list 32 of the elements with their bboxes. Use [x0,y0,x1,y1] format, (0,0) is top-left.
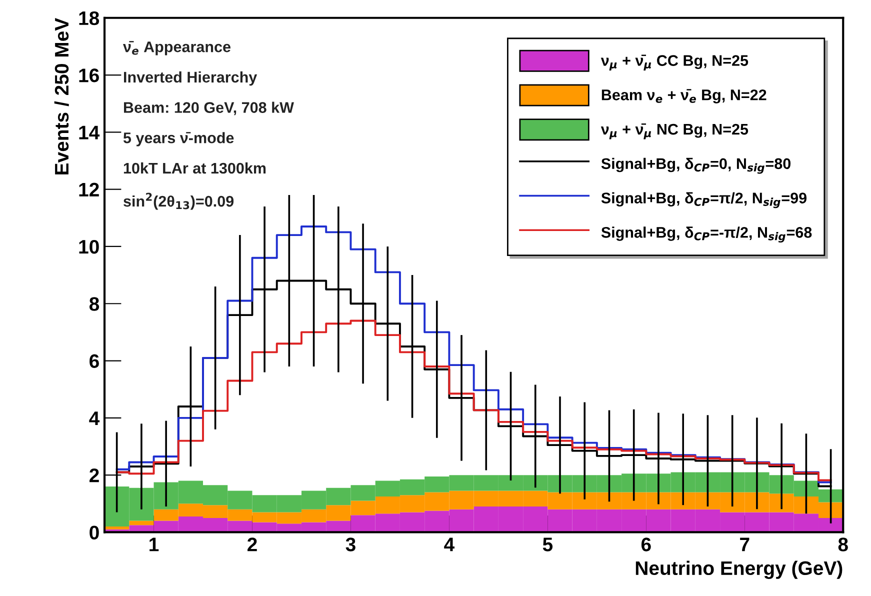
y-tick-label: 10 [79,240,99,254]
legend-label: ν$_{μ}$ + ν̄$_{μ}$ NC Bg, N=25 [600,123,748,140]
y-tick-label: 14 [79,126,100,140]
x-tick-label: 3 [346,538,356,552]
x-tick-label: 2 [248,538,257,552]
y-tick-label: 0 [90,526,99,540]
legend-label: Beam ν$_{e}$ + ν̄$_{e}$ Bg, N=22 [602,89,766,104]
annotation: 5 years ν̄-mode [123,132,234,146]
annotation: Beam: 120 GeV, 708 kW [124,102,294,116]
y-tick-label: 12 [79,182,99,196]
annotation: Inverted Hierarchy [124,71,258,86]
legend-label: Signal+Bg, δ$_{CP}$=-π/2, N$_{sig}$=68 [601,226,812,242]
x-tick-label: 5 [542,538,553,552]
annotation: sin$^{2}$(2θ$_{13}$)=0.09 [124,192,234,210]
y-tick-label: 16 [79,68,99,82]
legend-label: ν$_{μ}$ + ν̄$_{μ}$ CC Bg, N=25 [600,54,748,71]
y-tick-label: 6 [90,354,99,368]
x-tick-label: 6 [641,538,651,552]
annotation: 10kT LAr at 1300km [124,162,266,174]
x-tick-label: 4 [444,538,455,552]
y-tick-label: 2 [90,468,99,482]
x-tick-label: 8 [838,538,848,552]
y-axis-title: Events / 250 MeV [54,18,69,174]
y-tick-label: 8 [89,297,100,311]
legend-label: Signal+Bg, δ$_{CP}$=0, N$_{sig}$=80 [601,158,791,174]
x-axis-title: Neutrino Energy (GeV) [636,560,842,579]
legend-label: Signal+Bg, δ$_{CP}$=π/2, N$_{sig}$=99 [601,192,807,208]
y-tick-label: 4 [89,412,100,425]
annotation: ν̄$_{e}$ Appearance [122,41,230,56]
x-tick-label: 7 [740,538,750,552]
x-tick-label: 1 [150,538,159,552]
y-tick-label: 18 [79,11,100,26]
